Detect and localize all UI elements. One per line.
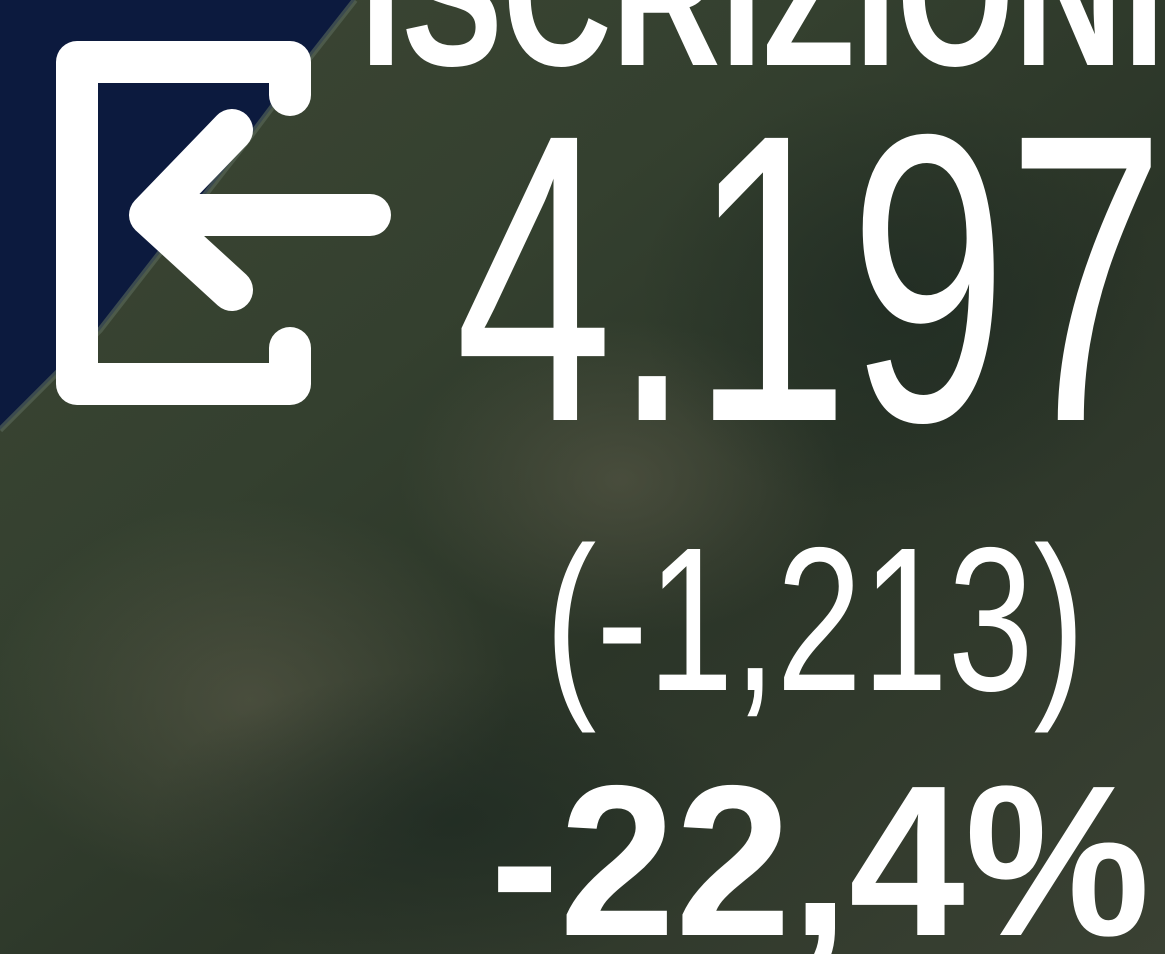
screen: ISCRIZIONI 4.197 (-1,213) -22,4% — [0, 0, 1165, 954]
page: ISCRIZIONI 4.197 (-1,213) -22,4% (() => … — [0, 0, 1165, 954]
percent: -22,4% — [490, 740, 1150, 954]
value: 4.197 — [455, 49, 1165, 507]
change: (-1,213) — [545, 505, 1085, 734]
